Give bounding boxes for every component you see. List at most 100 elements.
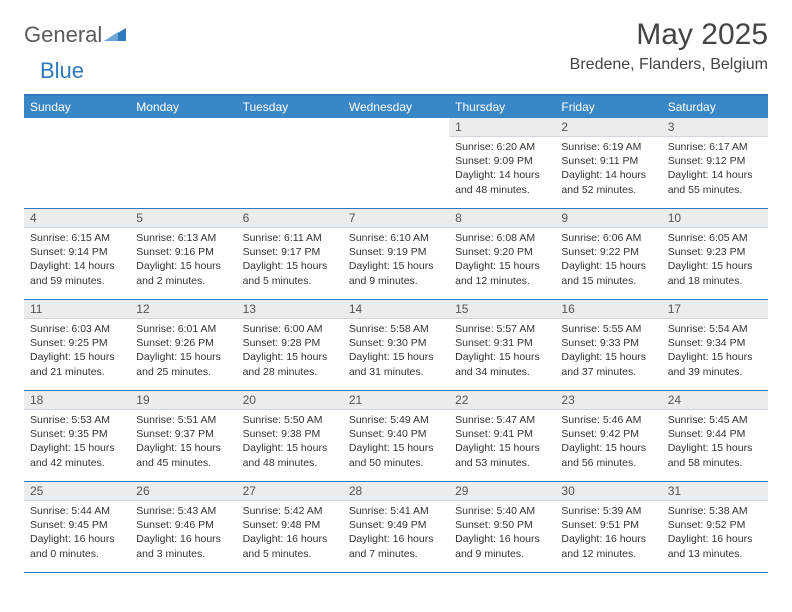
day-details: Sunrise: 6:01 AMSunset: 9:26 PMDaylight:… [130,319,236,385]
weekday-header: Friday [555,96,661,118]
weekday-header: Sunday [24,96,130,118]
calendar-day-cell: 1Sunrise: 6:20 AMSunset: 9:09 PMDaylight… [449,118,555,209]
calendar-day-cell: 7Sunrise: 6:10 AMSunset: 9:19 PMDaylight… [343,209,449,300]
calendar-day-cell: 14Sunrise: 5:58 AMSunset: 9:30 PMDayligh… [343,300,449,391]
day-number: 3 [662,118,768,137]
calendar-day-cell: 23Sunrise: 5:46 AMSunset: 9:42 PMDayligh… [555,391,661,482]
calendar-day-cell: 3Sunrise: 6:17 AMSunset: 9:12 PMDaylight… [662,118,768,209]
calendar-day-cell [130,118,236,209]
day-number: 17 [662,300,768,319]
calendar-day-cell: 15Sunrise: 5:57 AMSunset: 9:31 PMDayligh… [449,300,555,391]
day-details: Sunrise: 5:39 AMSunset: 9:51 PMDaylight:… [555,501,661,567]
day-details: Sunrise: 6:11 AMSunset: 9:17 PMDaylight:… [237,228,343,294]
calendar-day-cell: 20Sunrise: 5:50 AMSunset: 9:38 PMDayligh… [237,391,343,482]
calendar-day-cell: 9Sunrise: 6:06 AMSunset: 9:22 PMDaylight… [555,209,661,300]
day-number: 8 [449,209,555,228]
day-details: Sunrise: 6:03 AMSunset: 9:25 PMDaylight:… [24,319,130,385]
day-details: Sunrise: 5:43 AMSunset: 9:46 PMDaylight:… [130,501,236,567]
calendar-day-cell: 5Sunrise: 6:13 AMSunset: 9:16 PMDaylight… [130,209,236,300]
day-details: Sunrise: 5:54 AMSunset: 9:34 PMDaylight:… [662,319,768,385]
calendar-day-cell: 6Sunrise: 6:11 AMSunset: 9:17 PMDaylight… [237,209,343,300]
day-number: 7 [343,209,449,228]
calendar-day-cell: 4Sunrise: 6:15 AMSunset: 9:14 PMDaylight… [24,209,130,300]
calendar-day-cell [343,118,449,209]
logo-text-blue: Blue [40,58,84,83]
calendar-day-cell: 30Sunrise: 5:39 AMSunset: 9:51 PMDayligh… [555,482,661,573]
day-number: 4 [24,209,130,228]
weekday-header: Wednesday [343,96,449,118]
day-details: Sunrise: 6:17 AMSunset: 9:12 PMDaylight:… [662,137,768,203]
day-details: Sunrise: 5:55 AMSunset: 9:33 PMDaylight:… [555,319,661,385]
calendar-day-cell: 17Sunrise: 5:54 AMSunset: 9:34 PMDayligh… [662,300,768,391]
day-details: Sunrise: 5:41 AMSunset: 9:49 PMDaylight:… [343,501,449,567]
day-number: 9 [555,209,661,228]
day-details: Sunrise: 5:38 AMSunset: 9:52 PMDaylight:… [662,501,768,567]
day-number: 29 [449,482,555,501]
day-details: Sunrise: 5:44 AMSunset: 9:45 PMDaylight:… [24,501,130,567]
calendar-table: Sunday Monday Tuesday Wednesday Thursday… [24,96,768,573]
day-number: 27 [237,482,343,501]
day-details: Sunrise: 6:15 AMSunset: 9:14 PMDaylight:… [24,228,130,294]
day-details: Sunrise: 5:57 AMSunset: 9:31 PMDaylight:… [449,319,555,385]
weekday-header: Tuesday [237,96,343,118]
day-details: Sunrise: 5:50 AMSunset: 9:38 PMDaylight:… [237,410,343,476]
logo-triangle-icon [104,25,126,46]
calendar-day-cell: 26Sunrise: 5:43 AMSunset: 9:46 PMDayligh… [130,482,236,573]
day-details: Sunrise: 6:00 AMSunset: 9:28 PMDaylight:… [237,319,343,385]
day-details: Sunrise: 5:40 AMSunset: 9:50 PMDaylight:… [449,501,555,567]
day-number: 21 [343,391,449,410]
day-number: 13 [237,300,343,319]
day-number: 24 [662,391,768,410]
day-number: 11 [24,300,130,319]
calendar-day-cell: 22Sunrise: 5:47 AMSunset: 9:41 PMDayligh… [449,391,555,482]
calendar-day-cell: 21Sunrise: 5:49 AMSunset: 9:40 PMDayligh… [343,391,449,482]
day-details: Sunrise: 6:20 AMSunset: 9:09 PMDaylight:… [449,137,555,203]
day-number: 14 [343,300,449,319]
calendar-day-cell [24,118,130,209]
day-number: 22 [449,391,555,410]
calendar-day-cell: 8Sunrise: 6:08 AMSunset: 9:20 PMDaylight… [449,209,555,300]
calendar-day-cell: 18Sunrise: 5:53 AMSunset: 9:35 PMDayligh… [24,391,130,482]
day-details: Sunrise: 5:58 AMSunset: 9:30 PMDaylight:… [343,319,449,385]
calendar-day-cell: 11Sunrise: 6:03 AMSunset: 9:25 PMDayligh… [24,300,130,391]
calendar-day-cell: 10Sunrise: 6:05 AMSunset: 9:23 PMDayligh… [662,209,768,300]
calendar-week-row: 11Sunrise: 6:03 AMSunset: 9:25 PMDayligh… [24,300,768,391]
day-details: Sunrise: 6:13 AMSunset: 9:16 PMDaylight:… [130,228,236,294]
weekday-header: Thursday [449,96,555,118]
day-number: 31 [662,482,768,501]
calendar-week-row: 1Sunrise: 6:20 AMSunset: 9:09 PMDaylight… [24,118,768,209]
day-number: 10 [662,209,768,228]
day-number: 1 [449,118,555,137]
logo: General [24,22,126,48]
day-details: Sunrise: 5:45 AMSunset: 9:44 PMDaylight:… [662,410,768,476]
calendar-day-cell [237,118,343,209]
calendar-day-cell: 31Sunrise: 5:38 AMSunset: 9:52 PMDayligh… [662,482,768,573]
day-number: 18 [24,391,130,410]
day-number: 6 [237,209,343,228]
calendar-day-cell: 29Sunrise: 5:40 AMSunset: 9:50 PMDayligh… [449,482,555,573]
day-details: Sunrise: 6:10 AMSunset: 9:19 PMDaylight:… [343,228,449,294]
logo-text-general: General [24,22,102,48]
day-number: 12 [130,300,236,319]
weekday-header-row: Sunday Monday Tuesday Wednesday Thursday… [24,96,768,118]
calendar-week-row: 25Sunrise: 5:44 AMSunset: 9:45 PMDayligh… [24,482,768,573]
day-number: 15 [449,300,555,319]
calendar-week-row: 18Sunrise: 5:53 AMSunset: 9:35 PMDayligh… [24,391,768,482]
calendar-day-cell: 25Sunrise: 5:44 AMSunset: 9:45 PMDayligh… [24,482,130,573]
day-number: 30 [555,482,661,501]
day-number: 28 [343,482,449,501]
location-text: Bredene, Flanders, Belgium [570,56,768,74]
day-number: 19 [130,391,236,410]
day-details: Sunrise: 5:42 AMSunset: 9:48 PMDaylight:… [237,501,343,567]
day-details: Sunrise: 5:53 AMSunset: 9:35 PMDaylight:… [24,410,130,476]
day-number: 23 [555,391,661,410]
day-details: Sunrise: 6:08 AMSunset: 9:20 PMDaylight:… [449,228,555,294]
calendar-day-cell: 12Sunrise: 6:01 AMSunset: 9:26 PMDayligh… [130,300,236,391]
day-details: Sunrise: 6:06 AMSunset: 9:22 PMDaylight:… [555,228,661,294]
day-details: Sunrise: 5:51 AMSunset: 9:37 PMDaylight:… [130,410,236,476]
calendar-day-cell: 27Sunrise: 5:42 AMSunset: 9:48 PMDayligh… [237,482,343,573]
day-number: 16 [555,300,661,319]
weekday-header: Saturday [662,96,768,118]
day-number: 2 [555,118,661,137]
day-details: Sunrise: 5:47 AMSunset: 9:41 PMDaylight:… [449,410,555,476]
